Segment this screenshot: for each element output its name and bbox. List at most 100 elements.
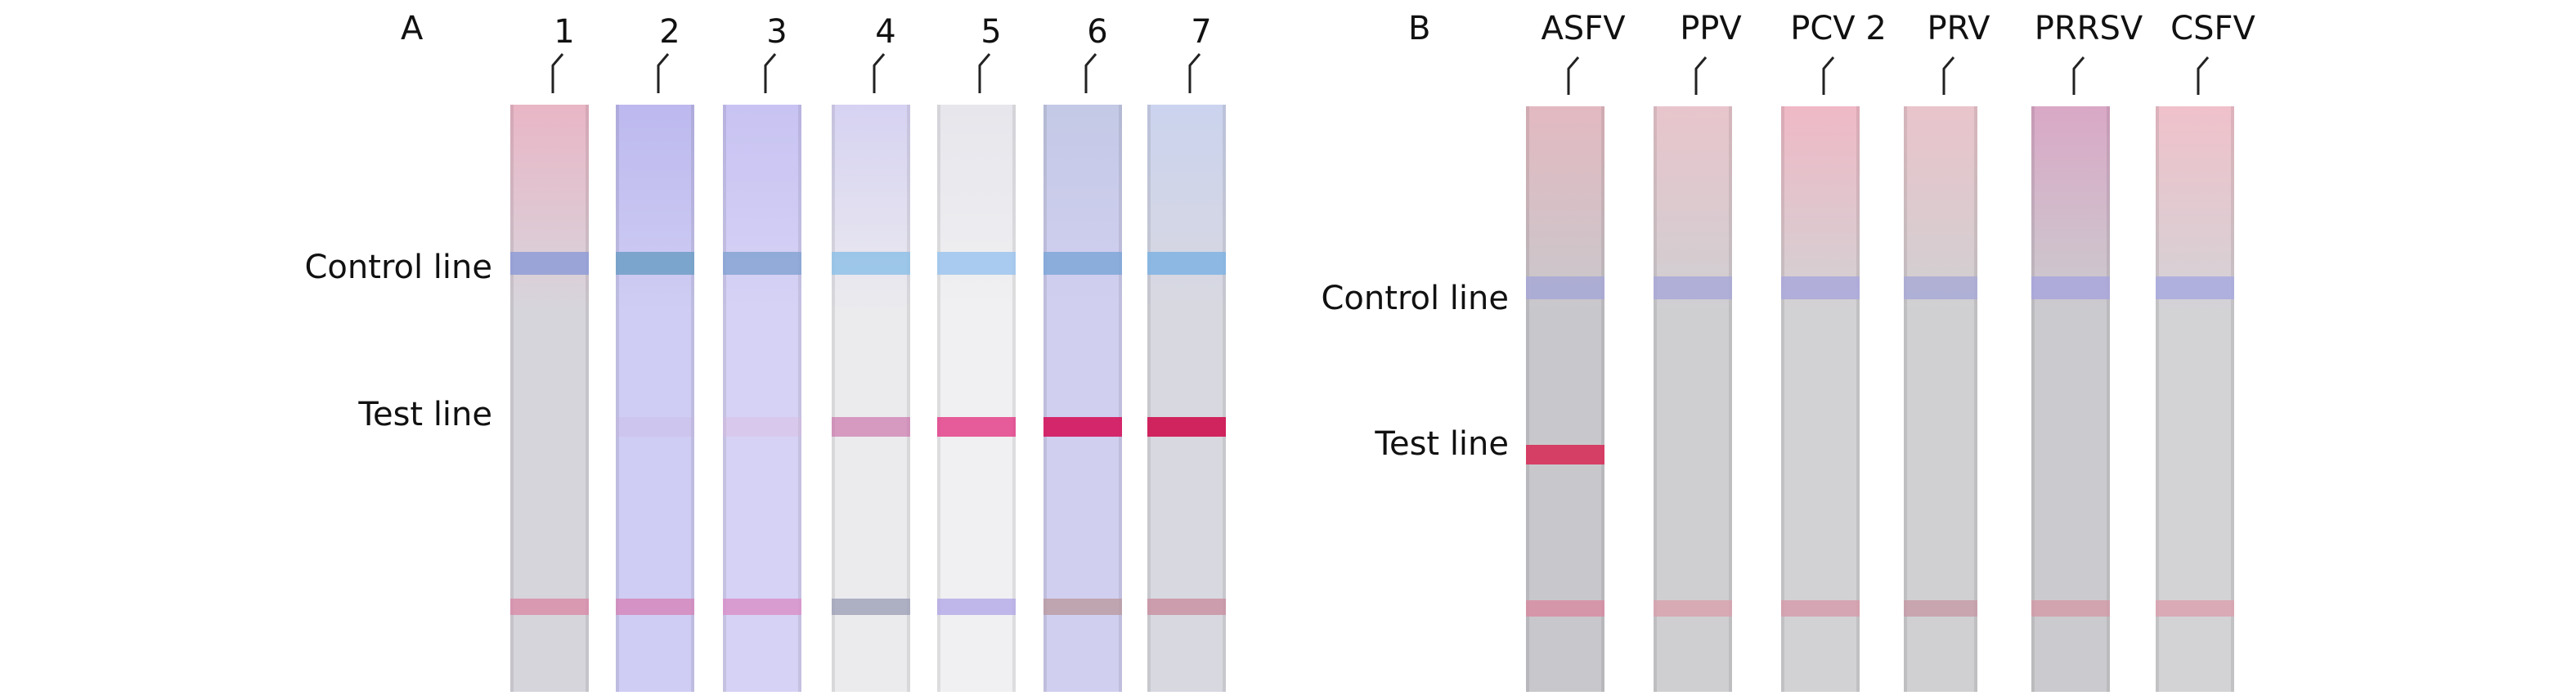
strip-label: PRV bbox=[1927, 10, 1990, 47]
panel-a: A Control line Test line 1 2 3 4 5 6 7 bbox=[305, 10, 1226, 692]
test-strip: 7 bbox=[1147, 13, 1226, 692]
sample-pad-band bbox=[2031, 600, 2110, 617]
strip-membrane bbox=[1526, 106, 1604, 692]
control-line-band bbox=[937, 252, 1016, 275]
test-strip: PPV bbox=[1654, 10, 1742, 692]
panel-a-control-line-label: Control line bbox=[305, 249, 493, 286]
panel-a-test-line-label: Test line bbox=[357, 396, 492, 433]
control-line-band bbox=[510, 252, 589, 275]
strip-edge-shade bbox=[1119, 105, 1122, 692]
strip-label: PCV 2 bbox=[1790, 10, 1887, 47]
strip-label: 4 bbox=[875, 13, 895, 51]
strip-label: ASFV bbox=[1541, 10, 1626, 47]
sample-pad-band bbox=[1654, 600, 1732, 617]
strip-label-leader bbox=[1822, 56, 1835, 95]
panel-b: B Control line Test line ASFV PPV PCV 2 PRV… bbox=[1322, 10, 2255, 692]
strip-edge-shade bbox=[1904, 106, 1907, 692]
strip-edge-shade bbox=[1012, 105, 1016, 692]
panel-b-strips: ASFV PPV PCV 2 PRV PRRSV CSFV bbox=[1526, 10, 2255, 692]
strip-edge-shade bbox=[1974, 106, 1977, 692]
test-strip: 6 bbox=[1043, 13, 1122, 692]
test-strip: PRRSV bbox=[2031, 10, 2143, 692]
control-line-band bbox=[1043, 252, 1122, 275]
strip-edge-shade bbox=[1043, 105, 1047, 692]
strip-membrane bbox=[1904, 106, 1977, 692]
strip-edge-shade bbox=[1223, 105, 1226, 692]
strip-label: 7 bbox=[1191, 13, 1211, 51]
strip-edge-shade bbox=[510, 105, 514, 692]
strip-label: 5 bbox=[981, 13, 1001, 51]
strip-edge-shade bbox=[798, 105, 801, 692]
strip-label-leader bbox=[873, 53, 886, 93]
test-line-band bbox=[1043, 417, 1122, 437]
strip-edge-shade bbox=[1147, 105, 1151, 692]
control-line-band bbox=[723, 252, 801, 275]
test-strip: 5 bbox=[937, 13, 1016, 692]
strip-label: 1 bbox=[554, 13, 574, 51]
strip-edge-shade bbox=[1654, 106, 1657, 692]
test-line-band bbox=[723, 417, 801, 437]
strip-label: CSFV bbox=[2170, 10, 2255, 47]
sample-pad-band bbox=[937, 599, 1016, 615]
strip-edge-shade bbox=[691, 105, 694, 692]
strip-membrane bbox=[2156, 106, 2234, 692]
control-line-band bbox=[616, 252, 694, 275]
strip-label-leader bbox=[1188, 53, 1201, 93]
strip-edge-shade bbox=[1729, 106, 1732, 692]
strip-edge-shade bbox=[2156, 106, 2159, 692]
strip-membrane bbox=[616, 105, 694, 692]
strip-label-leader bbox=[1567, 56, 1580, 95]
strip-membrane bbox=[1781, 106, 1860, 692]
test-line-band bbox=[616, 417, 694, 437]
control-line-band bbox=[1526, 276, 1604, 299]
strip-membrane bbox=[832, 105, 910, 692]
strip-membrane bbox=[510, 105, 589, 692]
panel-a-strips: 1 2 3 4 5 6 7 bbox=[510, 13, 1226, 692]
control-line-band bbox=[1781, 276, 1860, 299]
strip-label: 3 bbox=[766, 13, 787, 51]
strip-edge-shade bbox=[2031, 106, 2035, 692]
test-strip: 4 bbox=[832, 13, 910, 692]
strip-label: PPV bbox=[1680, 10, 1742, 47]
strip-label-leader bbox=[551, 53, 564, 93]
panel-b-test-line-label: Test line bbox=[1374, 425, 1509, 463]
strip-edge-shade bbox=[586, 105, 589, 692]
strip-label: PRRSV bbox=[2035, 10, 2143, 47]
sample-pad-band bbox=[2156, 600, 2234, 617]
strip-edge-shade bbox=[907, 105, 910, 692]
sample-pad-band bbox=[832, 599, 910, 615]
strip-membrane bbox=[937, 105, 1016, 692]
strip-label-leader bbox=[657, 53, 670, 93]
test-strip: CSFV bbox=[2156, 10, 2255, 692]
strip-label-leader bbox=[978, 53, 991, 93]
strip-edge-shade bbox=[1781, 106, 1784, 692]
strip-edge-shade bbox=[937, 105, 940, 692]
test-line-band bbox=[1147, 417, 1226, 437]
test-strip: 3 bbox=[723, 13, 801, 692]
strip-edge-shade bbox=[616, 105, 619, 692]
strip-label-leader bbox=[764, 53, 777, 93]
strip-edge-shade bbox=[1601, 106, 1604, 692]
control-line-band bbox=[2156, 276, 2234, 299]
strip-membrane bbox=[1654, 106, 1732, 692]
test-line-band bbox=[937, 417, 1016, 437]
test-line-band bbox=[832, 417, 910, 437]
control-line-band bbox=[832, 252, 910, 275]
control-line-band bbox=[1654, 276, 1732, 299]
control-line-band bbox=[2031, 276, 2110, 299]
test-strip: PRV bbox=[1904, 10, 1990, 692]
strip-edge-shade bbox=[723, 105, 726, 692]
strip-membrane bbox=[1147, 105, 1226, 692]
strip-label-leader bbox=[1942, 56, 1955, 95]
strip-edge-shade bbox=[832, 105, 835, 692]
test-strip: 1 bbox=[510, 13, 589, 692]
strip-label-leader bbox=[2197, 56, 2210, 95]
strip-edge-shade bbox=[1526, 106, 1529, 692]
control-line-band bbox=[1147, 252, 1226, 275]
panel-b-label: B bbox=[1408, 10, 1430, 47]
sample-pad-band bbox=[1904, 600, 1977, 617]
sample-pad-band bbox=[723, 599, 801, 615]
test-strip: PCV 2 bbox=[1781, 10, 1887, 692]
sample-pad-band bbox=[616, 599, 694, 615]
